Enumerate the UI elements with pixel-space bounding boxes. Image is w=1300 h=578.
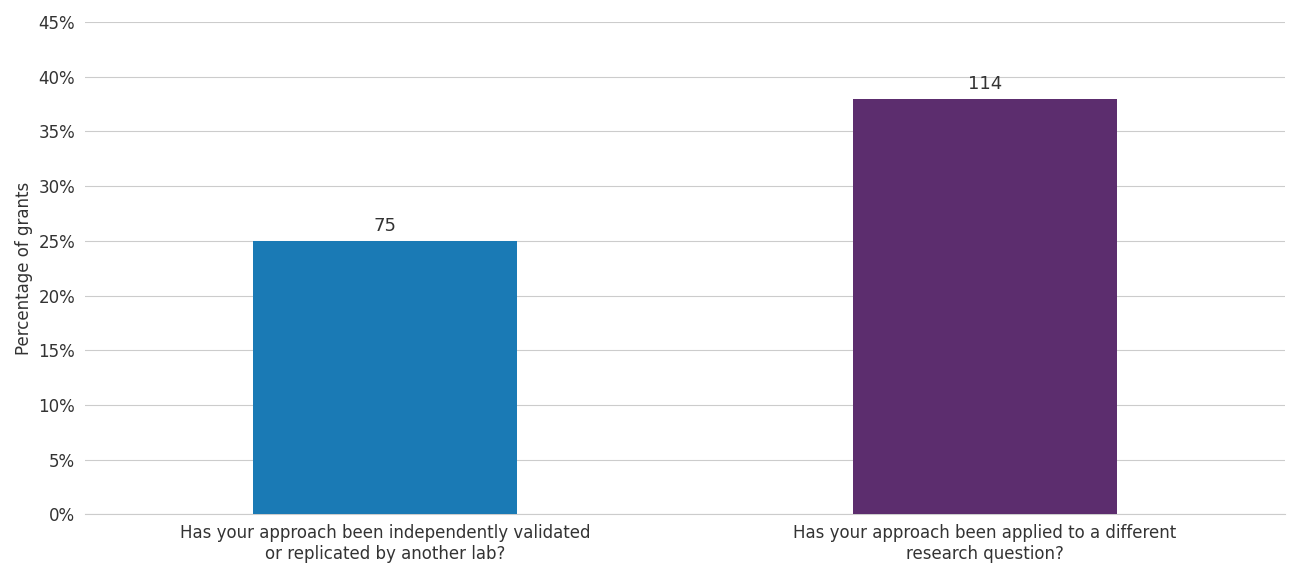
Bar [853, 99, 1117, 514]
Y-axis label: Percentage of grants: Percentage of grants [16, 181, 32, 355]
Text: 75: 75 [373, 217, 396, 235]
Text: 114: 114 [968, 75, 1002, 93]
Bar [254, 241, 517, 514]
